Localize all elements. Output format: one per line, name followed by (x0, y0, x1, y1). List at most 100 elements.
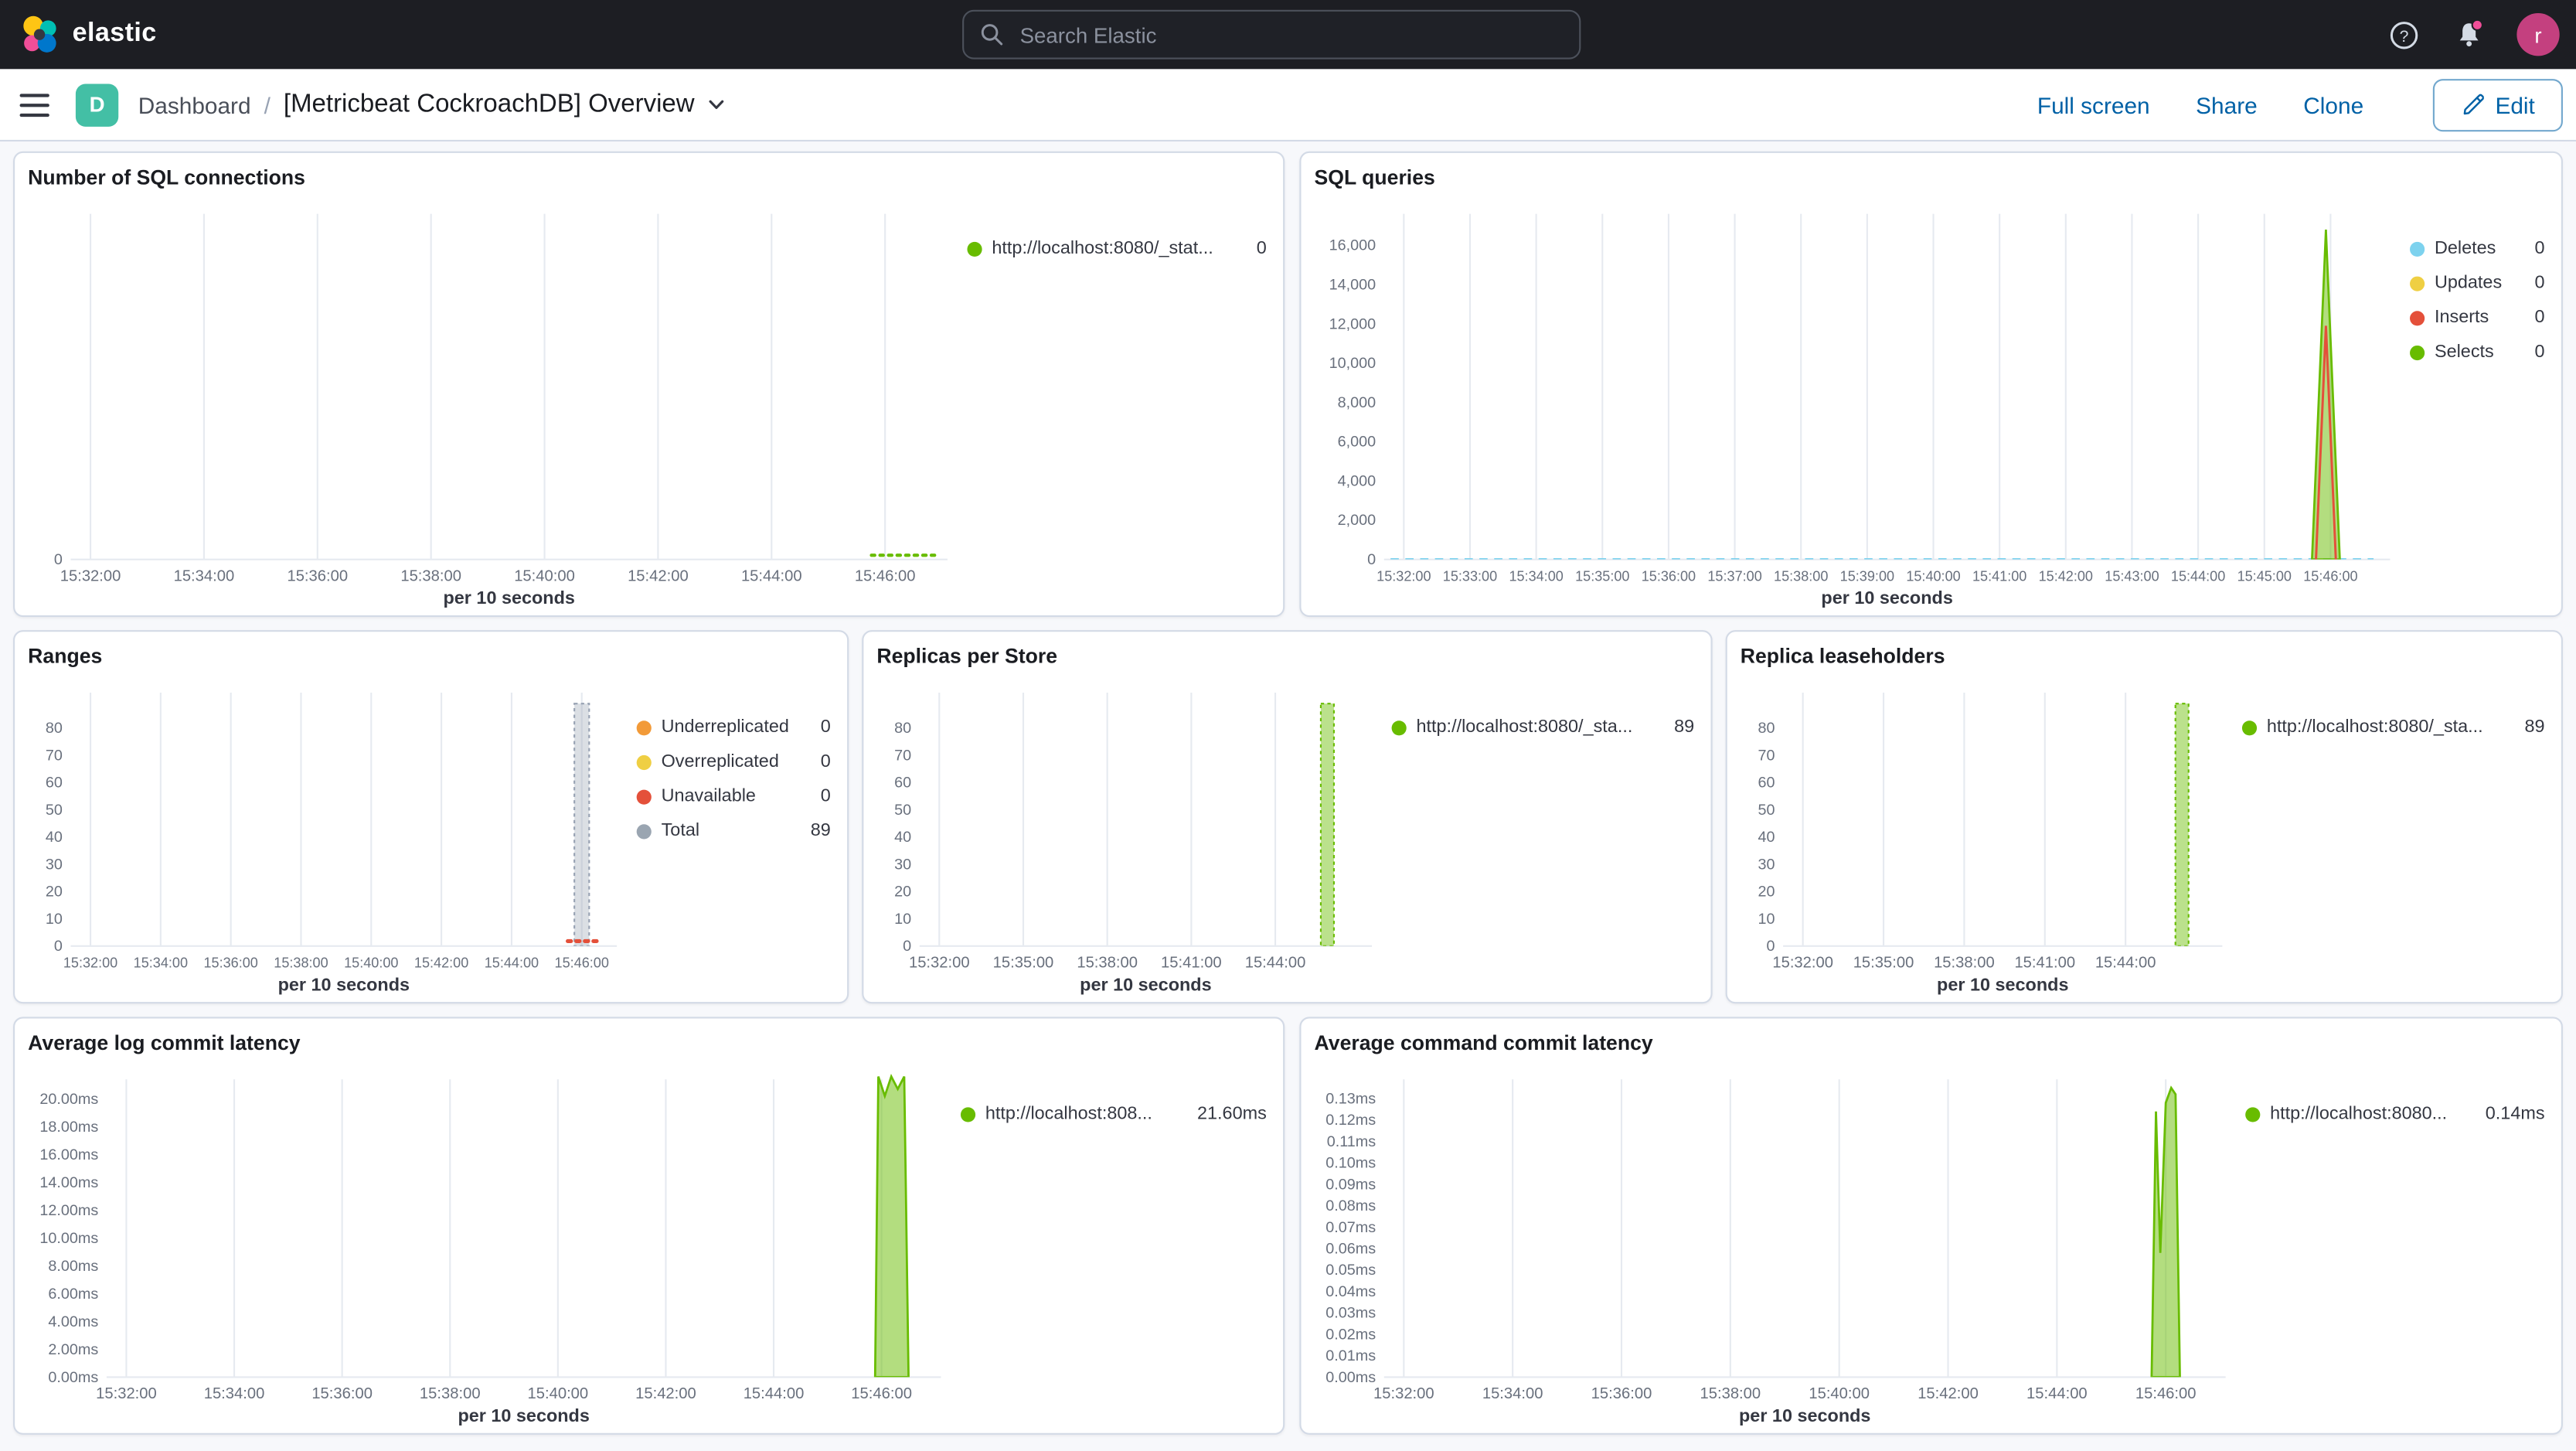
svg-text:2.00ms: 2.00ms (48, 1341, 98, 1358)
svg-text:12,000: 12,000 (1329, 315, 1376, 332)
svg-text:0.06ms: 0.06ms (1325, 1241, 1376, 1258)
notification-badge (2471, 19, 2483, 32)
svg-text:15:34:00: 15:34:00 (1482, 1385, 1543, 1402)
panel-average-log-commit-latency: Average log commit latency 0.00ms 2.00ms 4… (13, 1017, 1285, 1435)
legend-value: 89 (810, 821, 831, 841)
elastic-logo[interactable]: elastic (0, 15, 157, 54)
svg-text:60: 60 (46, 775, 63, 792)
legend-dot (2410, 275, 2425, 291)
svg-text:12.00ms: 12.00ms (39, 1202, 98, 1219)
svg-text:20: 20 (894, 884, 911, 901)
legend-item[interactable]: Underreplicated 0 (636, 716, 831, 739)
svg-text:0.10ms: 0.10ms (1325, 1155, 1376, 1172)
global-search[interactable] (962, 9, 1581, 60)
legend-item[interactable]: Unavailable 0 (636, 785, 831, 808)
header-right: ? r (2385, 0, 2560, 69)
legend-label: http://localhost:808... (985, 1104, 1152, 1124)
svg-text:15:34:00: 15:34:00 (134, 955, 188, 970)
legend-item[interactable]: Overreplicated 0 (636, 751, 831, 774)
dashboard-app-badge: D (75, 83, 119, 126)
legend-label: Unavailable (661, 786, 756, 806)
svg-text:15:36:00: 15:36:00 (287, 567, 348, 584)
svg-text:14.00ms: 14.00ms (39, 1174, 98, 1191)
legend-dot (1391, 720, 1407, 735)
command-commit-latency-chart: 0.00ms 0.01ms 0.02ms 0.03ms 0.04ms 0.05ms 0.06… (1315, 1060, 2233, 1430)
legend-value: 0 (2534, 308, 2545, 328)
svg-text:15:44:00: 15:44:00 (1245, 954, 1306, 971)
avatar[interactable]: r (2516, 13, 2560, 56)
svg-text:15:40:00: 15:40:00 (1809, 1385, 1870, 1402)
legend-item[interactable]: Total 89 (636, 819, 831, 843)
legend-item[interactable]: http://localhost:8080... 0.14ms (2245, 1102, 2545, 1126)
svg-text:15:40:00: 15:40:00 (514, 567, 575, 584)
svg-text:0: 0 (1766, 938, 1775, 955)
legend-item[interactable]: http://localhost:808... 21.60ms (960, 1102, 1267, 1126)
svg-text:15:38:00: 15:38:00 (274, 955, 328, 970)
legend: http://localhost:8080... 0.14ms (2232, 1060, 2548, 1430)
full-screen-button[interactable]: Full screen (2037, 91, 2150, 118)
svg-text:20: 20 (1758, 884, 1775, 901)
clone-button[interactable]: Clone (2303, 91, 2364, 118)
legend-item[interactable]: Inserts 0 (2410, 306, 2545, 329)
legend-value: 89 (1674, 717, 1695, 737)
svg-text:15:44:00: 15:44:00 (2026, 1385, 2088, 1402)
edit-button[interactable]: Edit (2432, 78, 2563, 131)
menu-icon[interactable] (19, 93, 49, 117)
svg-text:40: 40 (1758, 829, 1775, 846)
svg-text:15:38:00: 15:38:00 (1934, 954, 1995, 971)
svg-text:20.00ms: 20.00ms (39, 1091, 98, 1108)
log-commit-latency-chart: 0.00ms 2.00ms 4.00ms 6.00ms 8.00ms 10.00ms 12.… (28, 1060, 948, 1430)
notifications-icon[interactable] (2451, 16, 2487, 53)
svg-text:10.00ms: 10.00ms (39, 1230, 98, 1247)
legend-item[interactable]: http://localhost:8080/_stat... 0 (967, 237, 1267, 260)
svg-text:15:46:00: 15:46:00 (555, 955, 609, 970)
svg-text:15:40:00: 15:40:00 (1906, 568, 1960, 584)
svg-text:0.00ms: 0.00ms (48, 1369, 98, 1386)
legend-item[interactable]: Deletes 0 (2410, 237, 2545, 260)
legend-value: 21.60ms (1197, 1104, 1267, 1124)
legend-label: http://localhost:8080/_stat... (992, 238, 1213, 259)
svg-text:15:41:00: 15:41:00 (2014, 954, 2075, 971)
svg-text:2,000: 2,000 (1338, 512, 1376, 529)
svg-text:0.02ms: 0.02ms (1325, 1326, 1376, 1343)
svg-text:0.00ms: 0.00ms (1325, 1369, 1376, 1386)
help-icon[interactable]: ? (2385, 16, 2421, 53)
panel-title: Replica leaseholders (1740, 645, 1945, 669)
svg-text:6.00ms: 6.00ms (48, 1286, 98, 1303)
svg-text:15:32:00: 15:32:00 (909, 954, 970, 971)
page-title[interactable]: [Metricbeat CockroachDB] Overview (284, 90, 726, 119)
breadcrumb[interactable]: Dashboard (138, 91, 251, 118)
svg-text:15:35:00: 15:35:00 (1575, 568, 1629, 584)
pencil-icon (2463, 93, 2484, 114)
svg-text:0.11ms: 0.11ms (1327, 1133, 1376, 1150)
svg-text:15:41:00: 15:41:00 (1161, 954, 1222, 971)
svg-text:15:42:00: 15:42:00 (628, 567, 689, 584)
legend-item[interactable]: Selects 0 (2410, 341, 2545, 364)
logo-text: elastic (72, 19, 157, 48)
page-title-text: [Metricbeat CockroachDB] Overview (283, 89, 695, 118)
svg-text:15:35:00: 15:35:00 (993, 954, 1054, 971)
svg-text:15:38:00: 15:38:00 (1077, 954, 1138, 971)
legend: http://localhost:8080/_stat... 0 (954, 194, 1270, 612)
svg-text:15:32:00: 15:32:00 (1772, 954, 1833, 971)
svg-text:15:43:00: 15:43:00 (2105, 568, 2159, 584)
panel-title: Ranges (28, 645, 103, 669)
share-button[interactable]: Share (2196, 91, 2258, 118)
svg-text:15:39:00: 15:39:00 (1840, 568, 1894, 584)
svg-text:15:32:00: 15:32:00 (96, 1385, 157, 1402)
svg-text:16.00ms: 16.00ms (39, 1146, 98, 1163)
panel-ranges: Ranges 0 10 20 30 40 50 60 70 80 15:32:00 15:34:00… (13, 630, 849, 1004)
svg-text:15:40:00: 15:40:00 (528, 1385, 589, 1402)
svg-text:0: 0 (54, 938, 63, 955)
svg-text:70: 70 (894, 747, 911, 764)
svg-text:8.00ms: 8.00ms (48, 1258, 98, 1275)
legend-item[interactable]: http://localhost:8080/_sta... 89 (1391, 716, 1695, 739)
legend-item[interactable]: Updates 0 (2410, 271, 2545, 295)
svg-text:10,000: 10,000 (1329, 355, 1376, 372)
search-input[interactable] (1016, 20, 1563, 49)
legend: http://localhost:8080/_sta... 89 (2229, 673, 2548, 998)
legend-dot (636, 789, 652, 804)
svg-text:14,000: 14,000 (1329, 276, 1376, 293)
legend-item[interactable]: http://localhost:8080/_sta... 89 (2241, 716, 2545, 739)
svg-text:15:32:00: 15:32:00 (60, 567, 121, 584)
